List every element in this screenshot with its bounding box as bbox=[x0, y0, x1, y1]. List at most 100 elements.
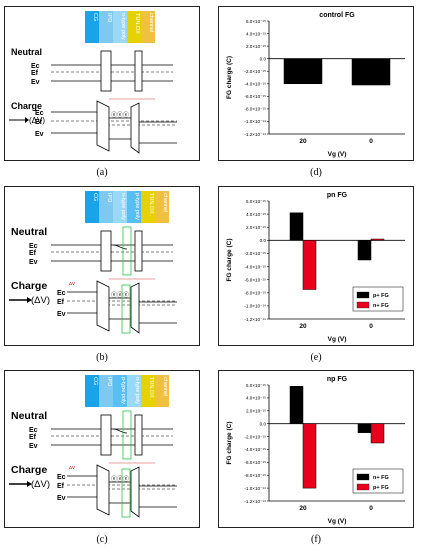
band-diagram-panel-b: CG IPD n-type poly p-type poly TUN.OX channel… bbox=[4, 186, 200, 346]
x-axis-label: Vg (V) bbox=[328, 518, 347, 525]
legend-swatch bbox=[356, 483, 370, 491]
electrons: ⓔⓔⓔ bbox=[111, 291, 129, 299]
y-tick-label: -6.0×10⁻¹⁵ bbox=[244, 460, 266, 465]
ev-label: Ev bbox=[57, 495, 66, 502]
y-tick-label: 2.0×10⁻¹⁵ bbox=[246, 225, 266, 230]
x-tick-label: 0 bbox=[369, 505, 373, 512]
layer-label: TUN.OX bbox=[134, 13, 140, 34]
legend-swatch bbox=[356, 473, 370, 481]
ef-label: Ef bbox=[31, 70, 39, 77]
delta-v-small: ΔV bbox=[69, 465, 75, 470]
y-tick-label: -8.0×10⁻¹⁵ bbox=[244, 473, 266, 478]
delta-v-label: (ΔV) bbox=[31, 479, 50, 490]
y-tick-label: -1.0×10⁻¹⁴ bbox=[244, 486, 266, 491]
y-tick-label: 2.0×10⁻¹⁵ bbox=[246, 44, 266, 49]
layer-swatch-ntypepoly bbox=[113, 11, 127, 43]
neutral-label: Neutral bbox=[11, 410, 47, 422]
layer-swatch-ptypepoly bbox=[113, 375, 127, 407]
layer-label: CG bbox=[92, 13, 98, 21]
junction-bend bbox=[112, 428, 128, 434]
ec-label: Ec bbox=[31, 63, 40, 70]
layer-swatch-tunox bbox=[127, 11, 141, 43]
y-tick-label: -4.0×10⁻¹⁵ bbox=[244, 447, 266, 452]
chart-title: pn FG bbox=[327, 192, 348, 199]
y-tick-label: -6.0×10⁻¹⁵ bbox=[244, 277, 266, 282]
caption-e: (e) bbox=[310, 352, 322, 363]
caption-d: (d) bbox=[310, 167, 322, 178]
green-marker bbox=[121, 468, 131, 518]
arrow-head bbox=[27, 481, 32, 487]
layer-swatch-channel bbox=[155, 191, 169, 223]
band-diagram-panel-c: CG IPD p-type poly n-type poly TUN.OX channel… bbox=[4, 370, 200, 528]
legend-swatch bbox=[356, 291, 370, 299]
layer-swatch-cg bbox=[85, 191, 99, 223]
caption-a: (a) bbox=[96, 167, 108, 178]
x-tick-label: 20 bbox=[299, 138, 307, 145]
ec-label: Ec bbox=[35, 110, 44, 117]
layer-swatch-channel bbox=[155, 375, 169, 407]
arrow-head bbox=[25, 117, 29, 123]
layer-label: IPD bbox=[106, 377, 112, 386]
ipd-barrier bbox=[100, 50, 112, 92]
ipd-barrier bbox=[100, 230, 112, 272]
bar-nfg-0 bbox=[370, 238, 385, 241]
layer-label: channel bbox=[162, 193, 168, 212]
ec-label: Ec bbox=[57, 290, 66, 297]
y-tick-label: -1.2×10⁻¹⁴ bbox=[244, 317, 266, 322]
y-tick-label: -1.0×10⁻¹⁴ bbox=[244, 304, 266, 309]
bar-pfg-20 bbox=[302, 423, 317, 489]
layer-label: n-type poly bbox=[120, 193, 126, 220]
layer-label: p-type poly bbox=[134, 193, 140, 220]
y-tick-label: 6.0×10⁻¹⁵ bbox=[246, 199, 266, 204]
y-tick-label: -4.0×10⁻¹⁵ bbox=[244, 82, 266, 87]
ipd-barrier bbox=[96, 464, 110, 516]
layer-swatch-ntypepoly bbox=[127, 375, 141, 407]
green-marker bbox=[122, 410, 132, 460]
band-diagram-a: CG IPD n-type poly TUN.OX channelNeutralEcEf… bbox=[9, 11, 177, 154]
y-tick-label: 6.0×10⁻¹⁵ bbox=[246, 383, 266, 388]
tunox-barrier bbox=[130, 282, 140, 334]
bar-series-20 bbox=[283, 58, 323, 85]
ipd-barrier bbox=[96, 100, 110, 152]
y-tick-label: 2.0×10⁻¹⁵ bbox=[246, 409, 266, 414]
legend-swatch bbox=[356, 301, 370, 309]
chart-panel-d: control FG 6.0×10⁻¹⁵ 4.0×10⁻¹⁵ 2.0×10⁻¹⁵ 0.0… bbox=[218, 6, 414, 161]
y-tick-label: -4.0×10⁻¹⁵ bbox=[244, 264, 266, 269]
y-tick-label: 4.0×10⁻¹⁵ bbox=[246, 212, 266, 217]
band-diagram-b: CG IPD n-type poly p-type poly TUN.OX channel… bbox=[9, 191, 177, 334]
y-tick-label: -2.0×10⁻¹⁵ bbox=[244, 434, 266, 439]
legend-label: p+ FG bbox=[373, 293, 389, 299]
layer-swatch-ipd bbox=[99, 375, 113, 407]
layer-label: CG bbox=[92, 193, 98, 201]
ev-label: Ev bbox=[29, 259, 38, 266]
electrons: ⓔⓔⓔ bbox=[111, 111, 129, 119]
layer-label: channel bbox=[162, 377, 168, 396]
legend-label: n+ FG bbox=[373, 475, 389, 481]
ev-label: Ev bbox=[57, 311, 66, 318]
neutral-label: Neutral bbox=[11, 226, 47, 238]
charge-label: Charge bbox=[11, 280, 47, 292]
band-diagram-panel-a: CG IPD n-type poly TUN.OX channel Neutral Ec Ef… bbox=[4, 6, 200, 161]
tunox-barrier bbox=[134, 230, 143, 272]
band-diagram-c: CG IPD p-type poly n-type poly TUN.OX channel… bbox=[9, 375, 177, 518]
charge-label: Charge bbox=[11, 101, 42, 111]
layer-swatch-ptypepoly bbox=[127, 191, 141, 223]
y-axis-label: FG charge (C) bbox=[226, 422, 233, 465]
ef-label: Ef bbox=[29, 434, 37, 441]
neutral-label: Neutral bbox=[11, 47, 42, 57]
y-axis-label: FG charge (C) bbox=[226, 56, 233, 99]
layer-swatch-ntypepoly bbox=[113, 191, 127, 223]
chart-panel-e: pn FG 6.0×10⁻¹⁵ 4.0×10⁻¹⁵ 2.0×10⁻¹⁵ 0.0 -2.0×… bbox=[218, 186, 414, 346]
chart-panel-f: np FG 6.0×10⁻¹⁵ 4.0×10⁻¹⁵ 2.0×10⁻¹⁵ 0.0 -2.0×… bbox=[218, 370, 414, 528]
arrow-head bbox=[27, 297, 32, 303]
layer-label: n-type poly bbox=[134, 377, 140, 404]
caption-c: (c) bbox=[96, 534, 108, 545]
ev-label: Ev bbox=[31, 79, 40, 86]
layer-label: p-type poly bbox=[120, 377, 126, 404]
y-tick-label: -8.0×10⁻¹⁵ bbox=[244, 291, 266, 296]
bar-nfg-20 bbox=[302, 240, 317, 290]
y-axis-label: FG charge (C) bbox=[226, 239, 233, 282]
legend-label: n+ FG bbox=[373, 303, 389, 309]
ec-label: Ec bbox=[57, 474, 66, 481]
y-tick-label: -1.2×10⁻¹⁴ bbox=[244, 499, 266, 504]
